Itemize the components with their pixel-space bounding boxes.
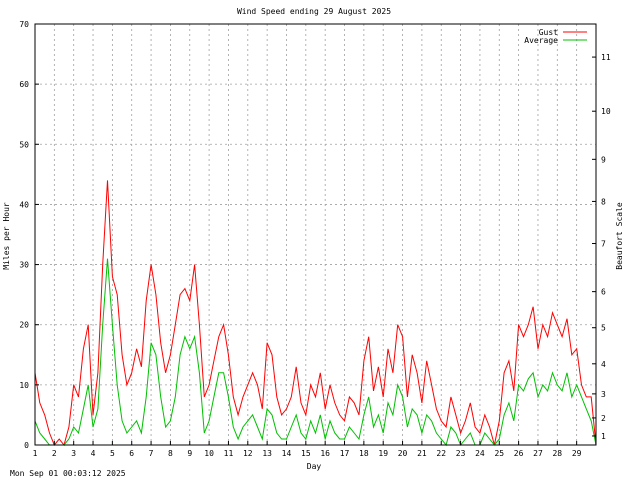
y-tick-label: 10 [19, 381, 29, 390]
y-tick-label: 40 [19, 200, 29, 209]
x-tick-label: 14 [282, 449, 292, 458]
series-line-average [34, 258, 597, 447]
plot-frame [34, 23, 597, 446]
x-tick-label: 25 [494, 449, 504, 458]
x-tick-label: 18 [359, 449, 369, 458]
x-tick-label: 4 [91, 449, 96, 458]
x-tick-label: 26 [514, 449, 524, 458]
beaufort-tick-label: 6 [601, 288, 606, 297]
y-axis-label: Miles per Hour [2, 202, 11, 270]
x-tick-label: 29 [572, 449, 582, 458]
beaufort-tick-label: 9 [601, 155, 606, 164]
x-tick-label: 13 [262, 449, 272, 458]
x-tick-label: 16 [320, 449, 330, 458]
y-tick-label: 0 [24, 441, 29, 450]
legend-label-average: Average [524, 36, 558, 45]
x-tick-label: 11 [224, 449, 234, 458]
beaufort-tick-label: 2 [601, 414, 606, 423]
x-tick-label: 2 [52, 449, 57, 458]
beaufort-tick-label: 11 [601, 53, 611, 62]
series-line-gust [34, 180, 597, 447]
x-tick-label: 9 [187, 449, 192, 458]
x-axis-label: Day [307, 462, 322, 471]
x-tick-label: 15 [301, 449, 311, 458]
x-tick-label: 27 [533, 449, 543, 458]
x-tick-label: 6 [129, 449, 134, 458]
y-tick-label: 50 [19, 140, 29, 149]
y-tick-label: 30 [19, 261, 29, 270]
axis-tick-labels: 1 2 3 4 5 6 7 8 9 10 11 12 13 14 15 16 17 18 19 20 21 22 23 24 2… [19, 20, 610, 458]
x-tick-label: 8 [168, 449, 173, 458]
axis-ticks [34, 23, 596, 446]
beaufort-tick-label: 3 [601, 390, 606, 399]
beaufort-tick-label: 5 [601, 324, 606, 333]
beaufort-tick-label: 10 [601, 107, 611, 116]
legend: Gust Average [524, 28, 587, 45]
x-tick-label: 19 [378, 449, 388, 458]
beaufort-tick-label: 4 [601, 360, 606, 369]
x-tick-label: 12 [243, 449, 253, 458]
y-tick-label: 20 [19, 321, 29, 330]
x-tick-label: 17 [340, 449, 350, 458]
x-tick-label: 7 [149, 449, 154, 458]
x-tick-label: 1 [33, 449, 38, 458]
beaufort-axis-label: Beaufort Scale [615, 202, 624, 270]
beaufort-tick-label: 7 [601, 240, 606, 249]
grid-lines [34, 24, 596, 445]
x-tick-label: 20 [398, 449, 408, 458]
beaufort-tick-label: 8 [601, 197, 606, 206]
x-tick-label: 21 [417, 449, 427, 458]
x-tick-label: 22 [436, 449, 446, 458]
series-lines [34, 180, 597, 447]
y-tick-label: 60 [19, 80, 29, 89]
x-tick-label: 24 [475, 449, 485, 458]
footer-timestamp: Mon Sep 01 00:03:12 2025 [10, 469, 126, 478]
x-tick-label: 5 [110, 449, 115, 458]
legend-label-gust: Gust [539, 28, 558, 37]
beaufort-tick-label: 1 [601, 432, 606, 441]
x-tick-label: 23 [456, 449, 466, 458]
x-tick-label: 10 [204, 449, 214, 458]
chart-title: Wind Speed ending 29 August 2025 [237, 7, 391, 16]
x-tick-label: 3 [71, 449, 76, 458]
x-tick-label: 28 [552, 449, 562, 458]
y-tick-label: 70 [19, 20, 29, 29]
